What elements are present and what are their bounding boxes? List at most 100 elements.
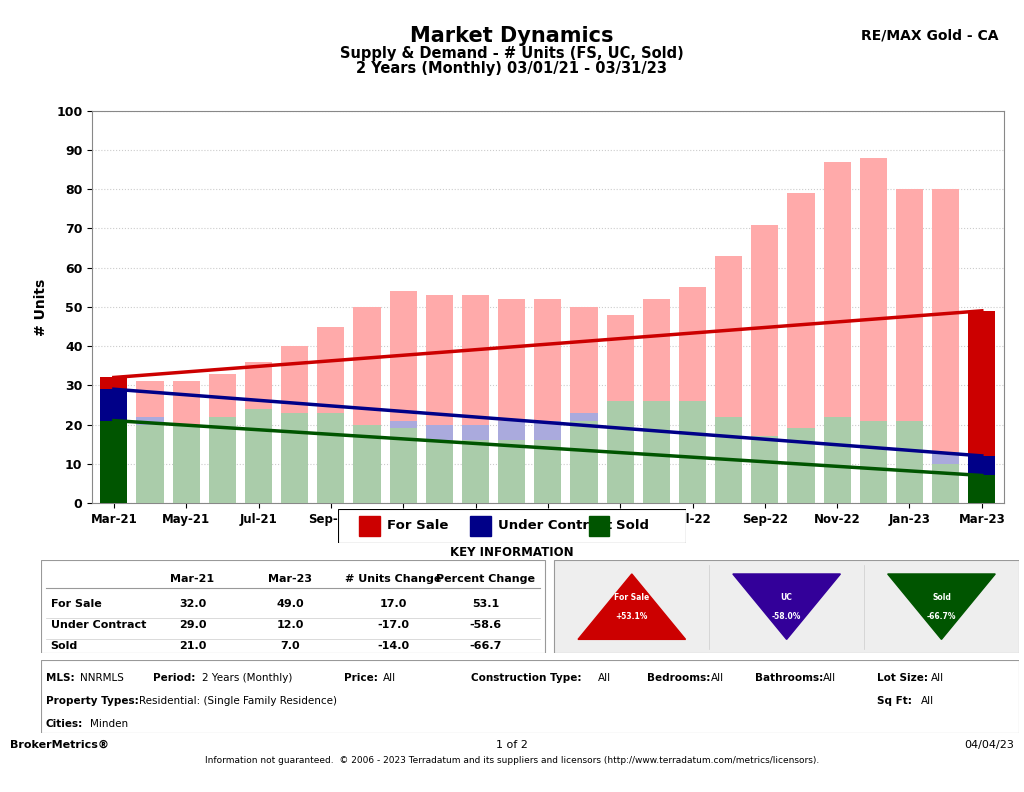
Text: For Sale: For Sale — [51, 599, 101, 609]
Text: 53.1: 53.1 — [472, 599, 500, 609]
Bar — [426, 440, 453, 503]
Text: Minden: Minden — [90, 719, 128, 729]
Bar — [498, 440, 525, 503]
Bar — [969, 475, 995, 503]
Bar — [426, 295, 453, 503]
Text: Market Dynamics: Market Dynamics — [411, 25, 613, 46]
Polygon shape — [578, 574, 686, 639]
Bar — [860, 421, 887, 503]
Bar — [715, 256, 742, 503]
FancyBboxPatch shape — [41, 560, 545, 653]
Bar — [462, 425, 489, 503]
Bar — [752, 444, 778, 503]
Text: 1 of 2: 1 of 2 — [496, 740, 528, 750]
Text: All: All — [711, 673, 724, 683]
Text: -58.6: -58.6 — [470, 620, 502, 630]
Text: Bedrooms:: Bedrooms: — [647, 673, 711, 683]
Text: All: All — [598, 673, 611, 683]
Text: +53.1%: +53.1% — [615, 611, 648, 620]
Text: Residential: (Single Family Residence): Residential: (Single Family Residence) — [139, 696, 337, 706]
Text: For Sale: For Sale — [614, 593, 649, 602]
Text: 17.0: 17.0 — [379, 599, 407, 609]
Bar — [535, 421, 561, 503]
Bar — [643, 401, 670, 503]
Bar — [535, 299, 561, 503]
Bar — [173, 444, 200, 503]
Text: 12.0: 12.0 — [276, 620, 304, 630]
Bar — [715, 417, 742, 503]
Bar — [100, 389, 127, 503]
Bar — [570, 413, 598, 503]
Bar — [462, 295, 489, 503]
Text: NNRMLS: NNRMLS — [80, 673, 124, 683]
Bar — [896, 421, 923, 503]
Bar — [715, 440, 742, 503]
FancyBboxPatch shape — [41, 660, 1019, 733]
Bar — [535, 440, 561, 503]
Text: Sold: Sold — [51, 641, 78, 651]
Text: Under Contract: Under Contract — [51, 620, 146, 630]
Bar — [606, 405, 634, 503]
Text: 2 Years (Monthly): 2 Years (Monthly) — [203, 673, 293, 683]
Polygon shape — [733, 574, 841, 639]
Bar — [282, 444, 308, 503]
FancyBboxPatch shape — [470, 516, 492, 536]
Text: For Sale: For Sale — [387, 520, 449, 532]
Text: Percent Change: Percent Change — [436, 573, 536, 584]
Bar — [823, 417, 851, 503]
Text: -17.0: -17.0 — [377, 620, 409, 630]
Bar — [209, 374, 236, 503]
Bar — [389, 428, 417, 503]
Bar — [570, 307, 598, 503]
Bar — [787, 428, 814, 503]
Bar — [932, 452, 959, 503]
FancyBboxPatch shape — [589, 516, 609, 536]
Text: BrokerMetrics®: BrokerMetrics® — [10, 740, 110, 750]
Bar — [969, 456, 995, 503]
Text: Mar-23: Mar-23 — [268, 573, 312, 584]
Bar — [606, 401, 634, 503]
Text: Construction Type:: Construction Type: — [471, 673, 582, 683]
Text: Cities:: Cities: — [46, 719, 83, 729]
Bar — [932, 189, 959, 503]
Bar — [823, 417, 851, 503]
Text: Sq Ft:: Sq Ft: — [878, 696, 912, 706]
Text: MLS:: MLS: — [46, 673, 75, 683]
Text: Price:: Price: — [344, 673, 378, 683]
Text: Sold: Sold — [616, 520, 649, 532]
Text: -66.7: -66.7 — [470, 641, 502, 651]
Bar — [353, 307, 381, 503]
Bar — [969, 310, 995, 503]
Bar — [353, 432, 381, 503]
Bar — [100, 378, 127, 503]
Polygon shape — [888, 574, 995, 639]
Bar — [570, 421, 598, 503]
Bar — [823, 162, 851, 503]
Bar — [787, 193, 814, 503]
Bar — [136, 382, 164, 503]
Bar — [173, 425, 200, 503]
Text: 21.0: 21.0 — [179, 641, 206, 651]
Bar — [317, 413, 344, 503]
Text: UC: UC — [780, 593, 793, 602]
Bar — [426, 425, 453, 503]
Bar — [498, 299, 525, 503]
Bar — [679, 436, 707, 503]
Text: All: All — [931, 673, 944, 683]
Bar — [643, 421, 670, 503]
Text: Mar-21: Mar-21 — [170, 573, 215, 584]
Text: Lot Size:: Lot Size: — [878, 673, 928, 683]
Text: Period:: Period: — [154, 673, 196, 683]
Bar — [643, 299, 670, 503]
Text: All: All — [922, 696, 934, 706]
Text: RE/MAX Gold - CA: RE/MAX Gold - CA — [861, 29, 998, 43]
Text: Information not guaranteed.  © 2006 - 2023 Terradatum and its suppliers and lice: Information not guaranteed. © 2006 - 202… — [205, 756, 819, 765]
Text: 7.0: 7.0 — [281, 641, 300, 651]
Text: All: All — [823, 673, 837, 683]
Bar — [860, 444, 887, 503]
Bar — [679, 401, 707, 503]
Bar — [932, 463, 959, 503]
Bar — [282, 413, 308, 503]
Text: Property Types:: Property Types: — [46, 696, 138, 706]
Y-axis label: # Units: # Units — [34, 278, 48, 336]
